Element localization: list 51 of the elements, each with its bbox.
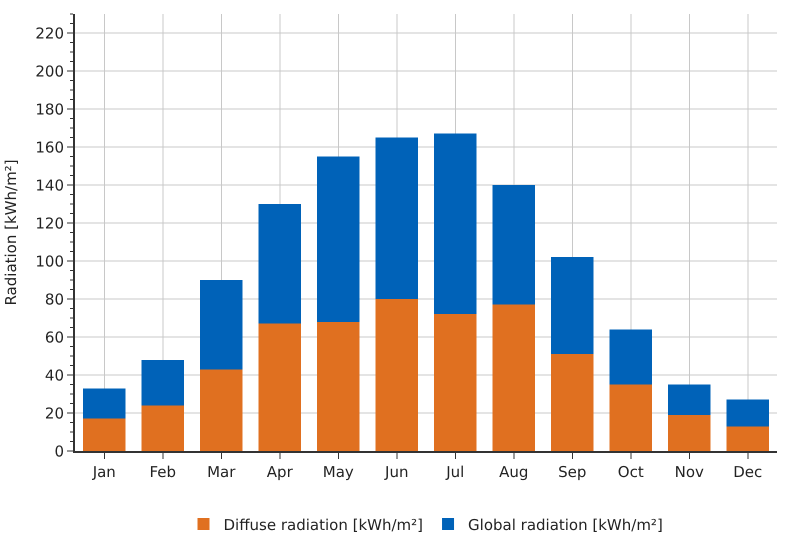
x-tick-label: Aug [499,463,528,481]
x-tick-label: Feb [149,463,176,481]
bar [551,354,594,451]
y-tick-label: 40 [44,366,64,384]
bar [492,185,535,305]
y-tick-label: 220 [35,24,64,42]
y-tick-label: 200 [35,62,64,80]
y-tick-label: 180 [35,100,64,118]
y-tick-label: 100 [35,252,64,270]
bar [83,418,126,451]
x-tick-label: Jul [445,463,464,481]
x-tick-label: Sep [558,463,586,481]
bar [258,324,301,451]
y-axis-title: Radiation [kWh/m²] [2,159,20,306]
y-tick-label: 0 [54,442,64,460]
x-tick-label: Apr [266,463,294,481]
x-tick-label: Jan [92,463,116,481]
y-tick-label: 160 [35,138,64,156]
bar [726,400,769,426]
legend-label: Global radiation [kWh/m²] [468,516,663,534]
bar [492,304,535,451]
x-tick-label: Oct [618,463,644,481]
y-tick-label: 140 [35,176,64,194]
y-tick-label: 120 [35,214,64,232]
bar [610,384,652,451]
bar [376,138,418,299]
bar [317,156,360,322]
bar [434,314,476,451]
x-tick-label: Mar [207,463,236,481]
bar [258,204,301,324]
bar [668,384,710,415]
y-tick-label: 60 [44,328,64,346]
x-tick-label: May [322,463,354,481]
bar [200,369,242,451]
bar [610,329,652,384]
x-tick-label: Dec [733,463,762,481]
y-tick-label: 80 [44,290,64,308]
bar [142,405,184,451]
bar [83,388,126,419]
bar [726,426,769,451]
x-tick-label: Jun [384,463,408,481]
y-tick-label: 20 [44,404,64,422]
bar [317,322,360,451]
x-tick-label: Nov [674,463,704,481]
bar [200,280,242,370]
bar [434,134,476,314]
bar [376,299,418,451]
bar [142,360,184,406]
bar [551,257,594,354]
legend-label: Diffuse radiation [kWh/m²] [224,516,424,534]
bar [668,414,710,451]
